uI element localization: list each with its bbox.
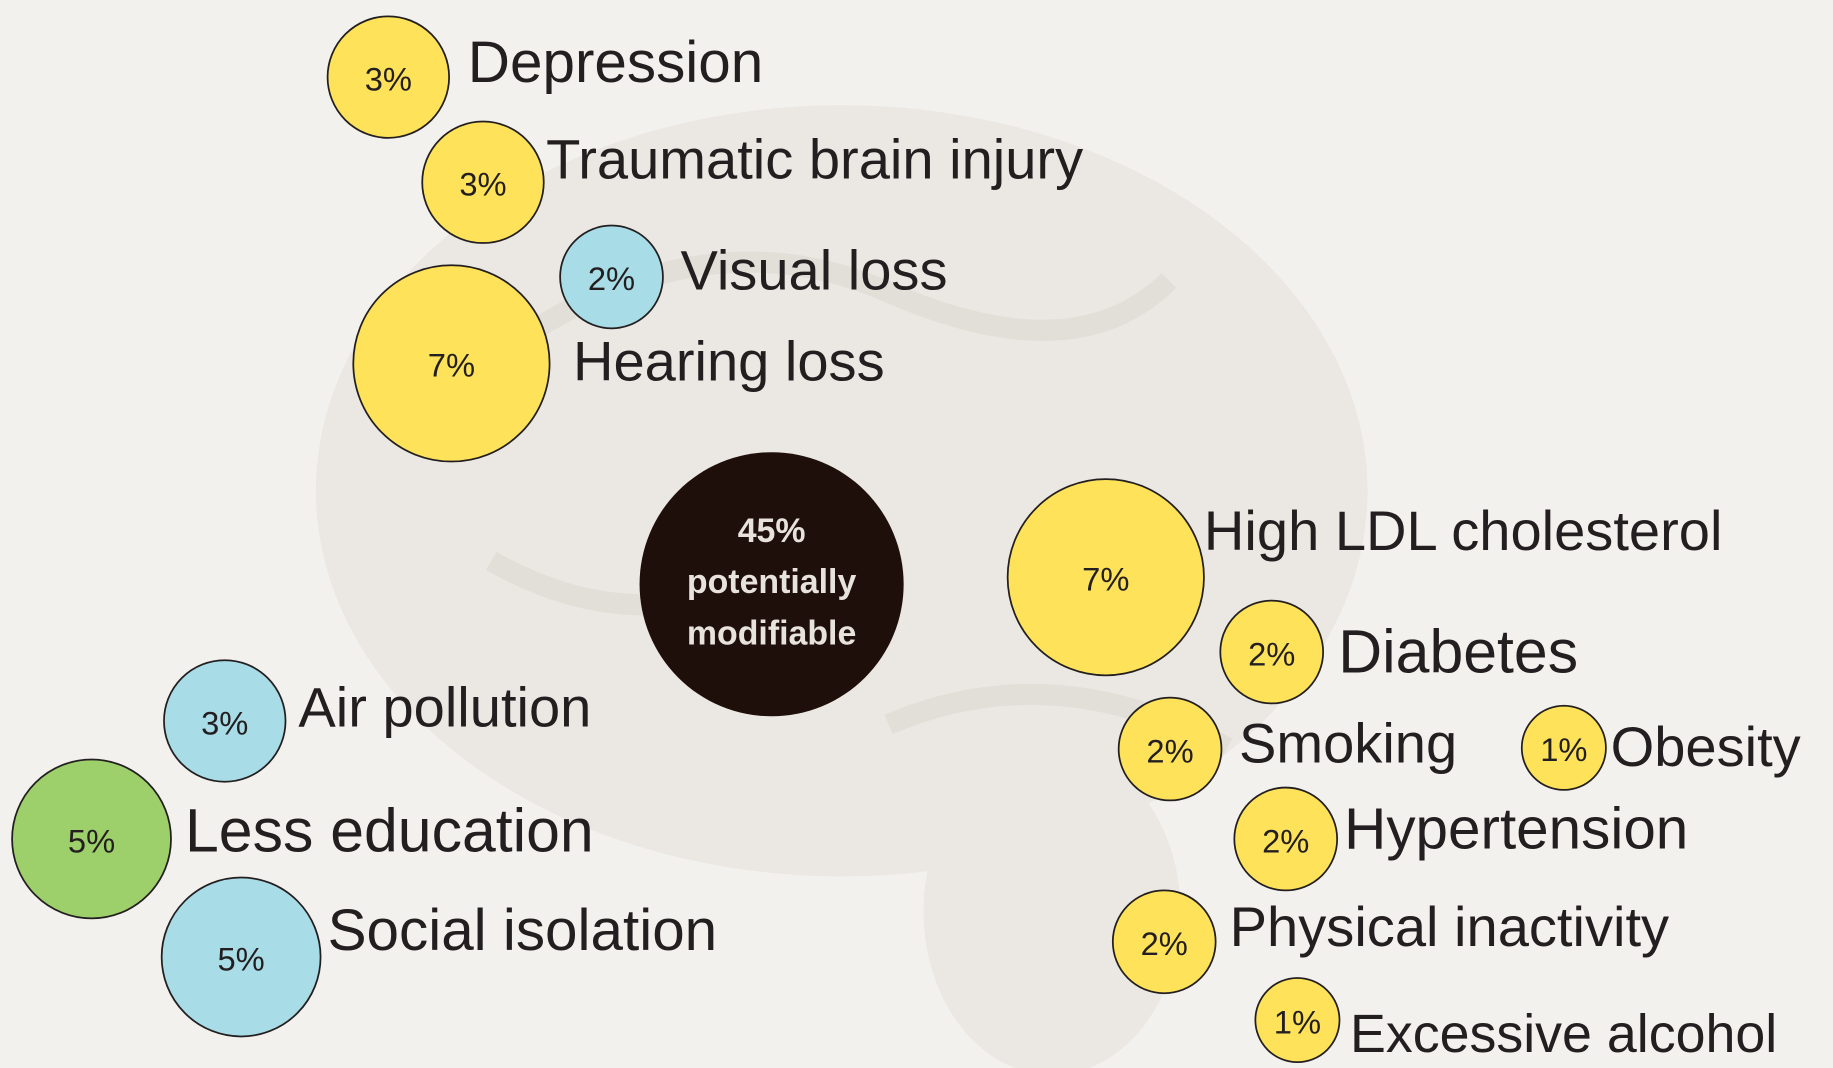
bubble-value-label: 2% (1141, 925, 1188, 962)
factor-label: Visual loss (680, 238, 947, 301)
bubble-value-label: 2% (1146, 732, 1193, 769)
bubble (1117, 696, 1223, 802)
factor-label: Excessive alcohol (1350, 1004, 1777, 1064)
bubble-value-label: 3% (201, 704, 248, 741)
factor-label: Physical inactivity (1230, 895, 1669, 958)
factor-label: Depression (468, 30, 763, 95)
bubble (1006, 478, 1205, 677)
bubble (1219, 599, 1325, 705)
bubble (352, 264, 551, 463)
bubble (326, 15, 450, 139)
bubble-value-label: 7% (1082, 561, 1129, 598)
bubble (559, 224, 664, 330)
center-text: potentially (687, 563, 857, 601)
factor-label: Less education (185, 797, 594, 865)
factor-label: Traumatic brain injury (546, 127, 1083, 190)
bubble-value-label: 5% (217, 940, 264, 977)
bubble-value-label: 2% (588, 260, 635, 297)
bubble (11, 758, 172, 920)
bubble (1520, 704, 1607, 791)
factor-label: High LDL cholesterol (1204, 499, 1722, 562)
factor-label: Hearing loss (573, 330, 885, 393)
bubble-value-label: 7% (428, 347, 475, 384)
bubble-value-label: 1% (1274, 1003, 1321, 1040)
bubble-value-label: 2% (1262, 822, 1309, 859)
factor-label: Obesity (1611, 715, 1801, 778)
center-value-label: 45% (738, 512, 806, 550)
bubble (421, 120, 545, 244)
factor-label: Air pollution (298, 675, 591, 738)
factor-label: Hypertension (1344, 797, 1688, 862)
bubble (160, 876, 322, 1038)
bubble (1111, 889, 1217, 995)
bubble-value-label: 5% (68, 822, 115, 859)
bubble-value-label: 3% (365, 60, 412, 97)
center-text: modifiable (687, 615, 856, 653)
factor-label: Diabetes (1338, 618, 1578, 686)
center-bubble (639, 452, 904, 717)
bubble (1254, 977, 1341, 1064)
bubble (1233, 786, 1339, 892)
factor-label: Smoking (1239, 712, 1457, 775)
bubble-value-label: 1% (1540, 731, 1587, 768)
factor-label: Social isolation (328, 898, 718, 963)
bubble-value-label: 2% (1248, 635, 1295, 672)
bubble (163, 659, 287, 783)
bubble-value-label: 3% (459, 166, 506, 203)
